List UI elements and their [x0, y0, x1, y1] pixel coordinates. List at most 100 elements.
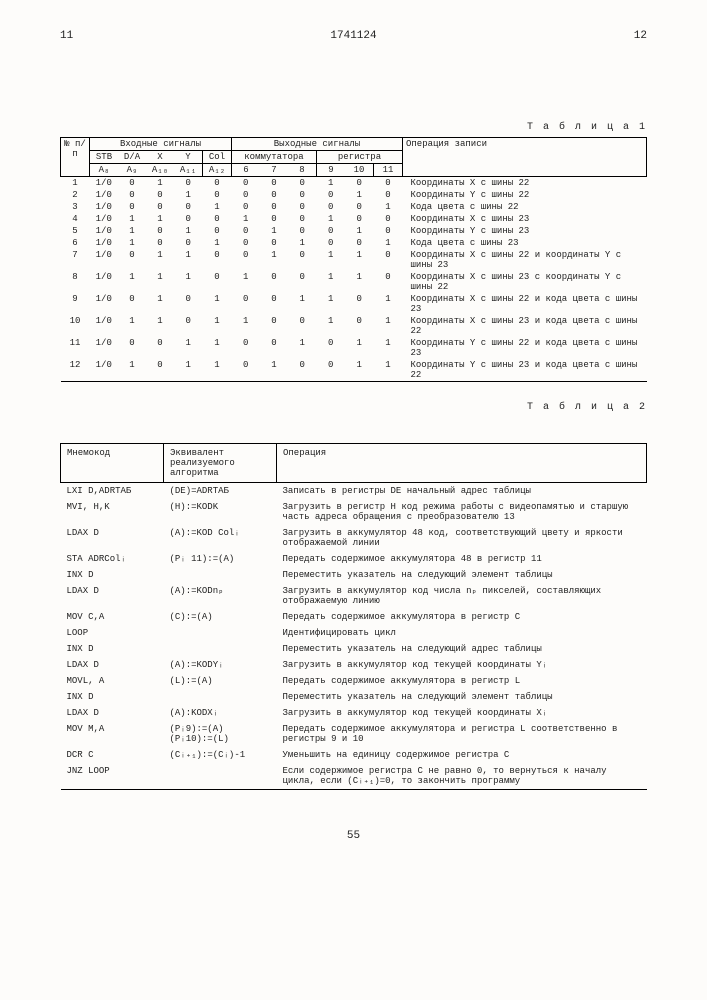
cell: 0 [203, 177, 232, 190]
table-row: LXI D,ADRTAБ(DE)=ADRTAБЗаписать в регист… [61, 483, 647, 500]
cell: Кода цвета c шины 22 [403, 201, 647, 213]
cell: 1/0 [90, 177, 119, 190]
cell: 1 [288, 293, 317, 315]
cell: 1 [317, 315, 346, 337]
cell: 1 [232, 213, 261, 225]
cell: 0 [146, 201, 174, 213]
cell: 1 [260, 359, 288, 382]
table-row: LDAX D(A):=KODYᵢЗагрузить в аккумулятор … [61, 657, 647, 673]
cell: 1 [118, 237, 146, 249]
cell: 0 [118, 337, 146, 359]
cell: 1 [288, 337, 317, 359]
cell: 0 [232, 359, 261, 382]
cell: 1 [118, 213, 146, 225]
cell: Если содержимое регистра C не равно 0, т… [277, 763, 647, 790]
cell: 0 [288, 359, 317, 382]
cell: (Pᵢ9):=(A) (Pᵢ10):=(L) [164, 721, 277, 747]
cell: Переместить указатель на следующий адрес… [277, 641, 647, 657]
cell: 1/0 [90, 293, 119, 315]
cell: 0 [203, 189, 232, 201]
cell: DCR C [61, 747, 164, 763]
cell: 0 [232, 177, 261, 190]
cell: 0 [288, 213, 317, 225]
cell: Загрузить в аккумулятор код текущей коор… [277, 657, 647, 673]
cell: 1 [174, 189, 203, 201]
cell: 0 [345, 201, 374, 213]
cell: 0 [374, 271, 403, 293]
cell: 1 [374, 293, 403, 315]
col-mnem: Мнемокод [61, 444, 164, 483]
cell: 1/0 [90, 271, 119, 293]
cell: 1 [203, 237, 232, 249]
cell: 1 [317, 271, 346, 293]
cell: 4 [61, 213, 90, 225]
cell: 0 [260, 201, 288, 213]
cell: Загрузить в аккумулятор код числа nₚ пик… [277, 583, 647, 609]
cell: Координаты Y c шины 23 и кода цвета с ши… [403, 359, 647, 382]
table-row: 121/01011010011Координаты Y c шины 23 и … [61, 359, 647, 382]
cell: Передать содержимое аккумулятора 48 в ре… [277, 551, 647, 567]
cell: 0 [345, 293, 374, 315]
cell: 0 [288, 249, 317, 271]
cell: 5 [61, 225, 90, 237]
cell: Координаты X c шины 22 [403, 177, 647, 190]
cell: 1 [374, 315, 403, 337]
cell: LDAX D [61, 525, 164, 551]
cell: 1 [232, 315, 261, 337]
cell: 1 [317, 177, 346, 190]
cell: 1 [374, 359, 403, 382]
cell: 0 [232, 201, 261, 213]
table-row: 61/01001001001Кода цвета c шины 23 [61, 237, 647, 249]
cell: LDAX D [61, 657, 164, 673]
cell: 0 [203, 271, 232, 293]
cell: 1 [118, 359, 146, 382]
cell: Координаты X с шины 22 и кода цвета с ши… [403, 293, 647, 315]
cell: 7 [61, 249, 90, 271]
table-row: LDAX D(A):KODXᵢЗагрузить в аккумулятор к… [61, 705, 647, 721]
cell: 1 [174, 271, 203, 293]
cell: Координаты Y c шины 22 [403, 189, 647, 201]
table2-label: Т а б л и ц а 2 [60, 402, 647, 413]
cell: Загрузить в аккумулятор 48 код, соответс… [277, 525, 647, 551]
cell: 9 [61, 293, 90, 315]
cell: (A):=KODnₚ [164, 583, 277, 609]
cell: 10 [61, 315, 90, 337]
cell: 1 [174, 359, 203, 382]
cell: Передать содержимое аккумулятора в регис… [277, 673, 647, 689]
cell: 0 [317, 201, 346, 213]
col-equiv: Эквивалент реализуемого алгоритма [164, 444, 277, 483]
cell: 0 [260, 337, 288, 359]
cell: 0 [374, 213, 403, 225]
cell: 1 [146, 293, 174, 315]
cell: 0 [174, 177, 203, 190]
table-row: INX DПереместить указатель на следующий … [61, 689, 647, 705]
cell: 1 [203, 359, 232, 382]
cell: 1 [374, 237, 403, 249]
cell: 1 [146, 271, 174, 293]
cell: 1 [203, 293, 232, 315]
cell: 0 [288, 271, 317, 293]
table-row: MOV M,A(Pᵢ9):=(A) (Pᵢ10):=(L)Передать со… [61, 721, 647, 747]
cell: Загрузить в регистр H код режима работы … [277, 499, 647, 525]
table-row: MOV C,A(C):=(A)Передать содержимое аккум… [61, 609, 647, 625]
cell: 0 [146, 337, 174, 359]
cell: 0 [174, 237, 203, 249]
cell: 0 [260, 293, 288, 315]
cell: MOVL, A [61, 673, 164, 689]
cell: 0 [260, 177, 288, 190]
table-row: INX DПереместить указатель на следующий … [61, 641, 647, 657]
cell: 1 [203, 337, 232, 359]
col-op2: Операция [277, 444, 647, 483]
doc-number: 1741124 [330, 30, 376, 42]
table1: № п/п Входные сигналы Выходные сигналы О… [60, 137, 647, 382]
cell: 1/0 [90, 315, 119, 337]
page-num-left: 11 [60, 30, 73, 42]
cell: Передать содержимое аккумулятора в регис… [277, 609, 647, 625]
cell: 0 [232, 225, 261, 237]
cell: Координаты X c шины 23 [403, 213, 647, 225]
cell: 0 [232, 189, 261, 201]
cell: 1 [61, 177, 90, 190]
cell: 0 [288, 201, 317, 213]
cell: (A):=KOD Colᵢ [164, 525, 277, 551]
cell: 1 [288, 237, 317, 249]
